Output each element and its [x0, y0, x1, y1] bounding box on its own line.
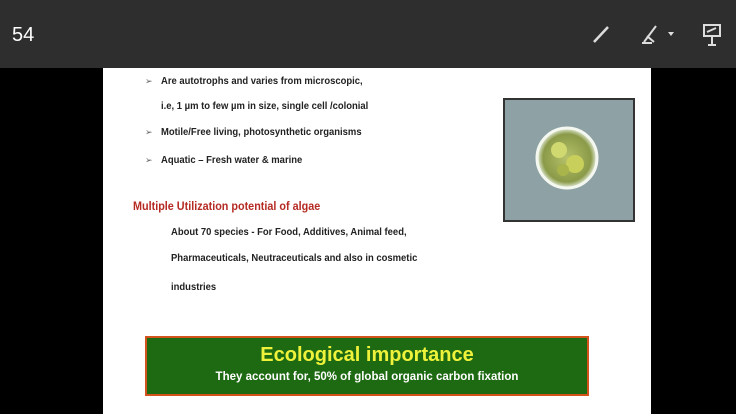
bullet-text: Aquatic – Fresh water & marine: [161, 154, 302, 166]
bullet-marker: ➢: [145, 155, 153, 166]
slide: ➢ Are autotrophs and varies from microsc…: [103, 68, 651, 414]
viewer: 54 ➢ Are autotrophs and varies from micr…: [0, 0, 736, 414]
algae-image: [503, 98, 635, 222]
bullet-marker: ➢: [145, 76, 153, 87]
highlight-box: Ecological importance They account for, …: [145, 336, 589, 396]
heading: Multiple Utilization potential of algae: [133, 199, 320, 213]
paragraph-line: industries: [171, 281, 216, 293]
bullet-text: Are autotrophs and varies from microscop…: [161, 75, 363, 87]
bullet-marker: ➢: [145, 127, 153, 138]
annotate-button[interactable]: [700, 22, 724, 48]
slide-number: 54: [12, 24, 34, 47]
paragraph-line: Pharmaceuticals, Neutraceuticals and als…: [171, 252, 417, 264]
highlighter-button[interactable]: [638, 22, 682, 46]
bullet-text: Motile/Free living, photosynthetic organ…: [161, 126, 362, 138]
toolbar: 54: [0, 0, 736, 68]
box-subtitle: They account for, 50% of global organic …: [147, 371, 587, 383]
bullet-text: i.e, 1 µm to few µm in size, single cell…: [161, 100, 368, 112]
box-title: Ecological importance: [147, 344, 587, 367]
paragraph-line: About 70 species - For Food, Additives, …: [171, 226, 407, 238]
pen-button[interactable]: [590, 22, 614, 46]
